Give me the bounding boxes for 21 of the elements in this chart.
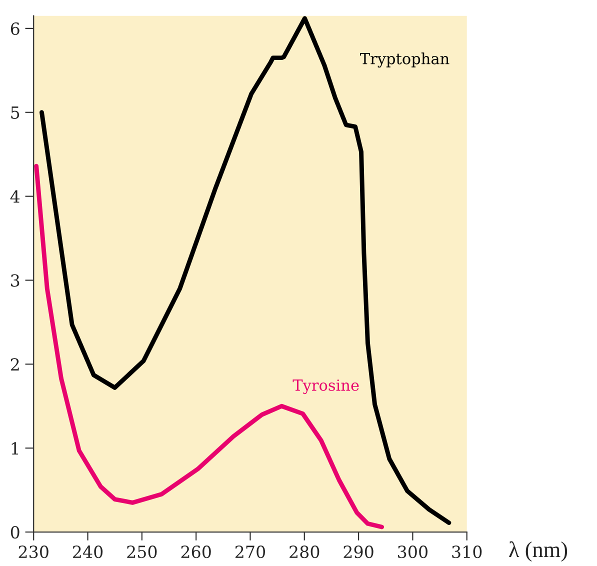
x-axis-title: λ (nm) xyxy=(509,541,568,562)
x-tick-label: 310 xyxy=(452,546,482,558)
y-tick-label: 5 xyxy=(11,106,20,119)
y-tick-label: 1 xyxy=(12,442,18,454)
x-tick-label: 230 xyxy=(18,546,48,558)
line-series xyxy=(34,164,384,530)
x-tick-label: 250 xyxy=(127,546,157,558)
line-series xyxy=(40,16,452,526)
x-tick-label: 260 xyxy=(181,546,211,558)
x-tick-label: 300 xyxy=(398,546,428,558)
x-tick-label: 240 xyxy=(72,546,103,558)
y-tick-label: 2 xyxy=(10,358,19,371)
y-tick-label: 3 xyxy=(11,274,20,287)
series-label: Tyrosine xyxy=(292,379,359,394)
x-tick-label: 280 xyxy=(290,546,320,558)
y-tick-label: 6 xyxy=(10,22,20,36)
x-tick-label: 270 xyxy=(235,546,266,558)
y-tick-label: 4 xyxy=(10,190,20,203)
y-tick-label: 0 xyxy=(10,526,20,539)
text: Tryptophan xyxy=(360,52,450,68)
x-tick-label: 290 xyxy=(344,546,374,558)
